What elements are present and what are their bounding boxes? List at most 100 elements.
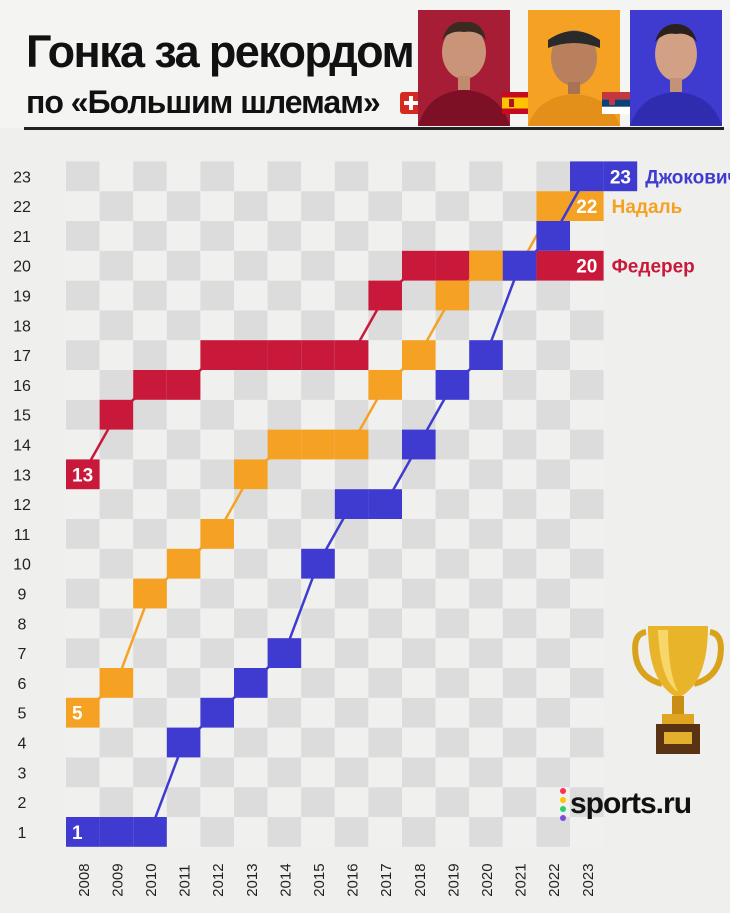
- grid-cell: [267, 459, 302, 490]
- grid-cell: [301, 638, 335, 668]
- grid-cell: [435, 459, 470, 490]
- series-end-label: 20: [576, 257, 597, 278]
- grid-cell: [368, 757, 402, 788]
- grid-cell: [267, 280, 302, 311]
- series-cell-3: [99, 817, 134, 847]
- grid-cell: [301, 250, 335, 281]
- series-cell-3: [435, 370, 470, 400]
- grid-cell: [469, 489, 503, 519]
- y-tick-label: 1: [18, 825, 27, 842]
- grid-cell: [435, 668, 470, 698]
- series-cell-2: [334, 429, 369, 460]
- grid-cell: [234, 608, 268, 639]
- grid-cell: [234, 399, 268, 430]
- grid-cell: [536, 697, 570, 728]
- grid-cell: [133, 221, 167, 251]
- grid-cell: [435, 727, 470, 758]
- series-cell-1: [334, 340, 369, 370]
- grid-cell: [334, 221, 369, 251]
- grid-cell: [133, 250, 167, 281]
- grid-cell: [502, 399, 537, 430]
- grid-cell: [536, 757, 570, 788]
- series-cell-2: [99, 668, 134, 698]
- grid-cell: [402, 668, 436, 698]
- grid-cell: [435, 697, 470, 728]
- grid-cell: [469, 399, 503, 430]
- grid-cell: [536, 489, 570, 519]
- grid-cell: [200, 280, 234, 311]
- grid-cell: [301, 370, 335, 400]
- series-cell-2: [368, 370, 402, 400]
- series-cell-3: [536, 221, 570, 251]
- grid-cell: [402, 638, 436, 668]
- nadal-portrait: [528, 10, 620, 126]
- grid-cell: [66, 548, 100, 579]
- grid-cell: [570, 668, 604, 698]
- series-cell-1: [99, 399, 134, 430]
- grid-cell: [536, 399, 570, 430]
- grid-cell: [502, 459, 537, 490]
- grid-cell: [301, 280, 335, 311]
- grid-cell: [502, 519, 537, 549]
- grid-cell: [334, 578, 369, 609]
- grid-cell: [435, 340, 470, 370]
- grid-cell: [402, 608, 436, 639]
- grid-cell: [334, 817, 369, 847]
- x-tick-label: 2016: [345, 863, 362, 896]
- grid-cell: [234, 280, 268, 311]
- federer-portrait: [418, 10, 510, 126]
- x-tick-label: 2019: [445, 863, 462, 896]
- grid-cell: [66, 608, 100, 639]
- y-tick-label: 8: [18, 616, 27, 633]
- grid-cell: [502, 787, 537, 817]
- grid-cell: [469, 787, 503, 817]
- y-tick-label: 7: [18, 646, 27, 663]
- grid-cell: [502, 429, 537, 460]
- series-cell-2: [267, 429, 302, 460]
- series-cell-3: [166, 727, 201, 758]
- grid-cell: [267, 310, 302, 341]
- series-cell-2: [234, 459, 268, 490]
- grid-cell: [402, 519, 436, 549]
- grid-cell: [99, 757, 134, 788]
- grid-cell: [368, 191, 402, 221]
- grid-cell: [200, 548, 234, 579]
- grid-cell: [469, 817, 503, 847]
- series-cell-3: [234, 668, 268, 698]
- grid-cell: [200, 578, 234, 609]
- grid-cell: [133, 548, 167, 579]
- grid-cell: [133, 280, 167, 311]
- spain-flag-icon: [502, 92, 536, 114]
- grid-cell: [435, 221, 470, 251]
- grid-cell: [166, 638, 201, 668]
- series-cell-3: [334, 489, 369, 519]
- grid-cell: [536, 668, 570, 698]
- grid-cell: [166, 340, 201, 370]
- legend-label: Федерер: [612, 257, 695, 278]
- grid-cell: [435, 578, 470, 609]
- grid-cell: [402, 578, 436, 609]
- series-cell-2: [133, 578, 167, 609]
- grid-cell: [502, 757, 537, 788]
- grid-cell: [267, 817, 302, 847]
- header-rule: [24, 127, 724, 130]
- series-start-label: 5: [72, 704, 83, 725]
- grid-cell: [99, 489, 134, 519]
- series-cell-3: [368, 489, 402, 519]
- grid-cell: [334, 608, 369, 639]
- series-cell-3: [570, 161, 604, 192]
- grid-cell: [200, 817, 234, 847]
- grid-cell: [301, 399, 335, 430]
- grid-cell: [267, 370, 302, 400]
- grid-cell: [469, 727, 503, 758]
- grid-cell: [368, 608, 402, 639]
- grid-cell: [301, 161, 335, 192]
- grid-cell: [536, 370, 570, 400]
- grid-cell: [402, 280, 436, 311]
- grid-cell: [435, 757, 470, 788]
- series-cell-3: [66, 817, 100, 847]
- grid-cell: [570, 727, 604, 758]
- grid-cell: [502, 638, 537, 668]
- grid-cell: [267, 191, 302, 221]
- grid-cell: [166, 697, 201, 728]
